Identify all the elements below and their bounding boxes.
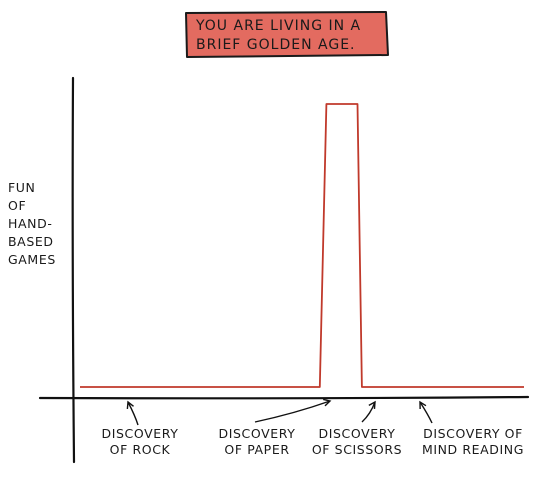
y-axis-label-line: HAND- (8, 216, 52, 231)
title-background (185, 11, 389, 58)
annotation-label-line: OF ROCK (110, 442, 171, 457)
arrowhead (419, 400, 427, 410)
title-line-2: BRIEF GOLDEN AGE. (196, 37, 356, 53)
annotation-label-line: DISCOVERY (219, 426, 296, 441)
annotation-label-line: OF PAPER (224, 442, 289, 457)
arrowhead (323, 398, 332, 407)
annotation-label-line: MIND READING (422, 442, 524, 457)
annotation-arrow (254, 400, 331, 423)
y-axis-label-line: OF (8, 198, 26, 213)
annotation-arrow (419, 401, 433, 424)
arrowhead (126, 400, 134, 410)
y-axis (71, 76, 76, 464)
y-axis-label: FUN OF HAND- BASED GAMES (8, 180, 56, 267)
title-box: YOU ARE LIVING IN A BRIEF GOLDEN AGE. (185, 11, 389, 58)
annotation-label-line: DISCOVERY (319, 426, 396, 441)
axes (38, 76, 530, 464)
annotation-label-line: DISCOVERY (102, 426, 179, 441)
annotation-label-line: DISCOVERY OF (423, 426, 523, 441)
x-axis (38, 395, 530, 400)
annotation-label-line: OF SCISSORS (312, 442, 402, 457)
series-line (80, 103, 524, 388)
y-axis-label-line: BASED (8, 234, 54, 249)
arrowhead (368, 400, 376, 410)
title-line-1: YOU ARE LIVING IN A (195, 18, 361, 34)
series-fun-line (80, 103, 524, 388)
y-axis-label-line: FUN (8, 180, 36, 195)
annotation-arrow (361, 401, 376, 423)
annotation-arrow (127, 401, 139, 426)
y-axis-label-line: GAMES (8, 252, 56, 267)
